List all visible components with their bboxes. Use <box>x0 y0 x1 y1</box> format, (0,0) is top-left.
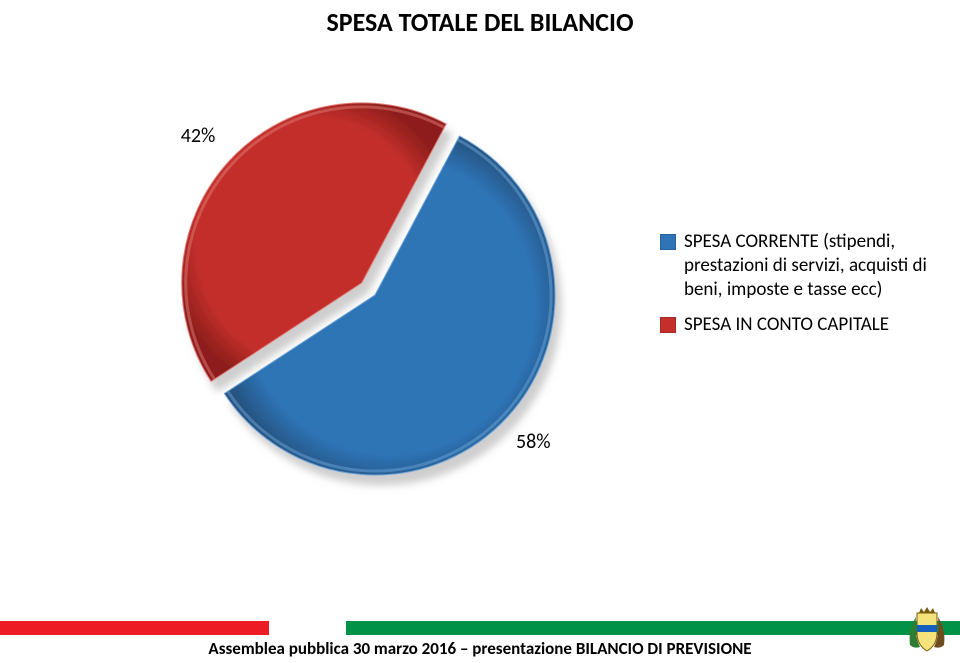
legend: SPESA CORRENTE (stipendi, prestazioni di… <box>660 230 960 349</box>
footer-stripe-0 <box>0 621 269 635</box>
pie-chart: 58%42% <box>160 90 590 520</box>
legend-item-1: SPESA IN CONTO CAPITALE <box>660 313 960 337</box>
municipal-crest-icon <box>906 605 948 657</box>
footer-stripe-1 <box>269 621 346 635</box>
legend-swatch-1 <box>660 317 676 333</box>
footer-tricolor-bar <box>0 621 960 635</box>
legend-text-0: SPESA CORRENTE (stipendi, prestazioni di… <box>684 230 960 301</box>
page-title: SPESA TOTALE DEL BILANCIO <box>0 6 960 38</box>
legend-swatch-0 <box>660 234 676 250</box>
legend-text-1: SPESA IN CONTO CAPITALE <box>684 313 889 337</box>
chart-area: 58%42% SPESA CORRENTE (stipendi, prestaz… <box>60 90 900 560</box>
footer-text: Assemblea pubblica 30 marzo 2016 – prese… <box>0 638 960 659</box>
legend-item-0: SPESA CORRENTE (stipendi, prestazioni di… <box>660 230 960 301</box>
footer-stripe-2 <box>346 621 960 635</box>
